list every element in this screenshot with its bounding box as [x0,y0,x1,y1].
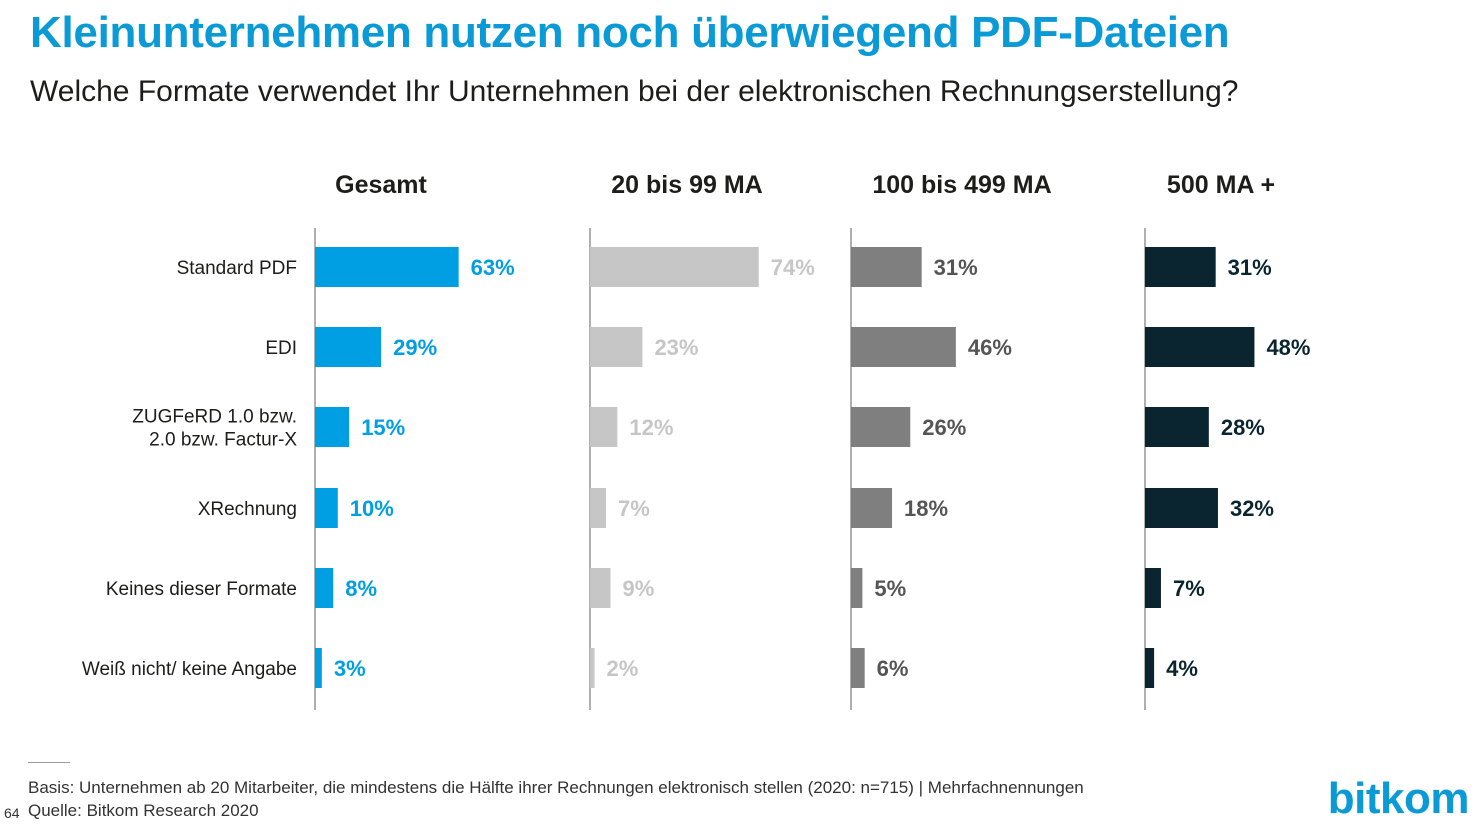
bar [590,488,606,528]
bar [315,568,334,608]
data-label: 4% [1166,656,1198,681]
data-label: 26% [922,415,966,440]
data-label: 32% [1230,496,1274,521]
bar [315,488,338,528]
bar [590,327,643,367]
category-label: Standard PDF [177,258,297,279]
bar [1145,407,1209,447]
bar [1145,327,1255,367]
bar [851,327,956,367]
data-label: 18% [904,496,948,521]
data-label: 48% [1266,335,1310,360]
bar [315,327,382,367]
bitkom-logo: bitkom [1327,774,1470,824]
bar [590,648,595,688]
category-label: XRechnung [198,499,297,520]
data-label: 28% [1221,415,1265,440]
data-label: 8% [345,576,377,601]
data-label: 9% [623,576,655,601]
bar [851,648,865,688]
bar-chart: Standard PDF EDI ZUGFeRD 1.0 bzw. 2.0 bzw. … [82,171,1310,710]
bar [1145,488,1218,528]
page-subtitle: Welche Formate verwendet Ihr Unternehmen… [30,75,1239,108]
logo-text-bit: bit [1327,774,1381,823]
panel-header: 20 bis 99 MA [611,171,762,199]
logo-text-kom: kom [1380,774,1469,823]
category-label: Keines dieser Formate [106,579,297,600]
panel-header: Gesamt [335,171,427,199]
bar [315,407,350,447]
bar [315,247,459,287]
bar [1145,247,1216,287]
data-label: 63% [471,255,515,280]
bar [590,247,759,287]
panel-header: 100 bis 499 MA [872,171,1051,199]
category-label: Weiß nicht/ keine Angabe [82,659,297,680]
data-label: 7% [1173,576,1205,601]
footer-divider [28,762,70,763]
category-label: EDI [265,338,297,359]
bar [851,247,922,287]
bar [590,568,611,608]
category-label: ZUGFeRD 1.0 bzw. 2.0 bzw. Factur-X [132,407,297,451]
panel-header: 500 MA + [1167,171,1275,199]
data-label: 31% [1228,255,1272,280]
data-label: 7% [618,496,650,521]
data-label: 23% [654,335,698,360]
data-label: 3% [334,656,366,681]
data-label: 5% [874,576,906,601]
data-label: 12% [629,415,673,440]
bar [851,488,893,528]
bar [1145,568,1161,608]
data-label: 74% [771,255,815,280]
page-number: 64 [4,805,20,821]
data-label: 2% [607,656,639,681]
bar [851,568,863,608]
data-label: 46% [968,335,1012,360]
footer-source: Quelle: Bitkom Research 2020 [28,801,259,820]
page-title: Kleinunternehmen nutzen noch überwiegend… [30,8,1230,57]
bar [315,648,322,688]
bar [590,407,618,447]
data-label: 10% [350,496,394,521]
data-label: 31% [934,255,978,280]
bar [851,407,911,447]
bar [1145,648,1155,688]
data-label: 15% [361,415,405,440]
footer-basis: Basis: Unternehmen ab 20 Mitarbeiter, di… [28,778,1084,797]
data-label: 6% [877,656,909,681]
data-label: 29% [393,335,437,360]
